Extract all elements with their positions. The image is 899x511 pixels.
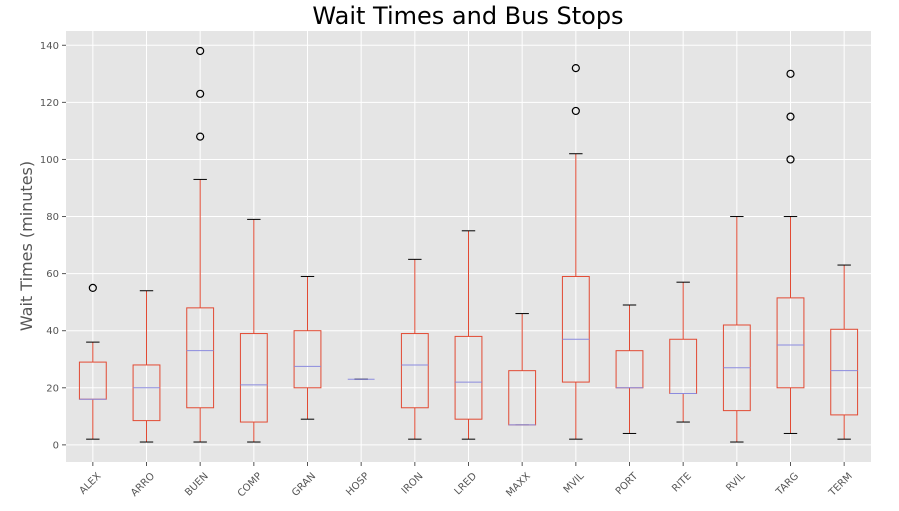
x-tick-label: ARRO <box>129 471 157 499</box>
box-iqr <box>561 275 590 383</box>
box-group <box>132 290 161 443</box>
box-iqr <box>186 307 215 409</box>
box-iqr <box>830 328 859 416</box>
box-group <box>561 64 590 440</box>
outlier-point <box>786 112 795 121</box>
outlier-point <box>571 106 580 116</box>
box-group <box>293 275 322 420</box>
box-iqr <box>454 335 483 420</box>
y-tick-label: 80 <box>46 212 59 223</box>
box-group <box>508 313 537 426</box>
x-tick-label: PORT <box>614 470 641 497</box>
x-tick-label: RVIL <box>724 471 747 494</box>
x-tick-label: LRED <box>453 471 480 498</box>
outlier-point <box>88 283 97 292</box>
outlier-point <box>571 64 580 73</box>
y-tick-label: 0 <box>53 440 59 451</box>
x-tick-label: GRAN <box>290 471 318 499</box>
outlier-point <box>786 155 795 164</box>
x-tick-label: IRON <box>400 471 426 497</box>
x-tick-label: COMP <box>236 471 265 500</box>
box-group <box>615 304 644 434</box>
box-group <box>669 281 698 423</box>
x-tick-label: ALEX <box>78 471 104 497</box>
box-marks <box>78 46 859 443</box>
y-tick-label: 100 <box>40 155 59 166</box>
box-group <box>830 264 859 440</box>
box-group <box>400 258 429 440</box>
y-axis-label: Wait Times (minutes) <box>17 161 36 331</box>
x-tick-label: MAXX <box>504 471 533 500</box>
box-group <box>722 216 751 443</box>
box-group <box>454 230 483 440</box>
outlier-point <box>196 89 205 98</box>
y-tick-label: 140 <box>40 41 59 52</box>
x-tick-label: HOSP <box>344 471 371 498</box>
outlier-point <box>196 132 205 141</box>
y-tick-label: 120 <box>40 98 59 109</box>
box-iqr <box>293 330 322 389</box>
chart-title: Wait Times and Bus Stops <box>312 2 623 30</box>
y-tick-label: 20 <box>46 383 59 394</box>
box-iqr <box>776 297 805 389</box>
x-tick-label: MVIL <box>562 471 587 496</box>
box-group <box>186 46 215 443</box>
box-group <box>776 69 805 434</box>
x-tick-label: BUEN <box>183 471 211 499</box>
box-group <box>239 218 268 443</box>
outlier-point <box>786 69 795 78</box>
x-tick-label: RITE <box>670 471 694 495</box>
outlier-point <box>196 46 205 56</box>
box-iqr <box>132 364 161 422</box>
x-tick-label: TARG <box>774 471 801 498</box>
y-tick-label: 40 <box>46 326 59 337</box>
box-iqr <box>239 333 268 423</box>
box-group <box>78 283 107 440</box>
box-iqr <box>400 333 429 409</box>
x-tick-label: TERM <box>827 471 855 499</box>
y-tick-label: 60 <box>46 269 59 280</box>
